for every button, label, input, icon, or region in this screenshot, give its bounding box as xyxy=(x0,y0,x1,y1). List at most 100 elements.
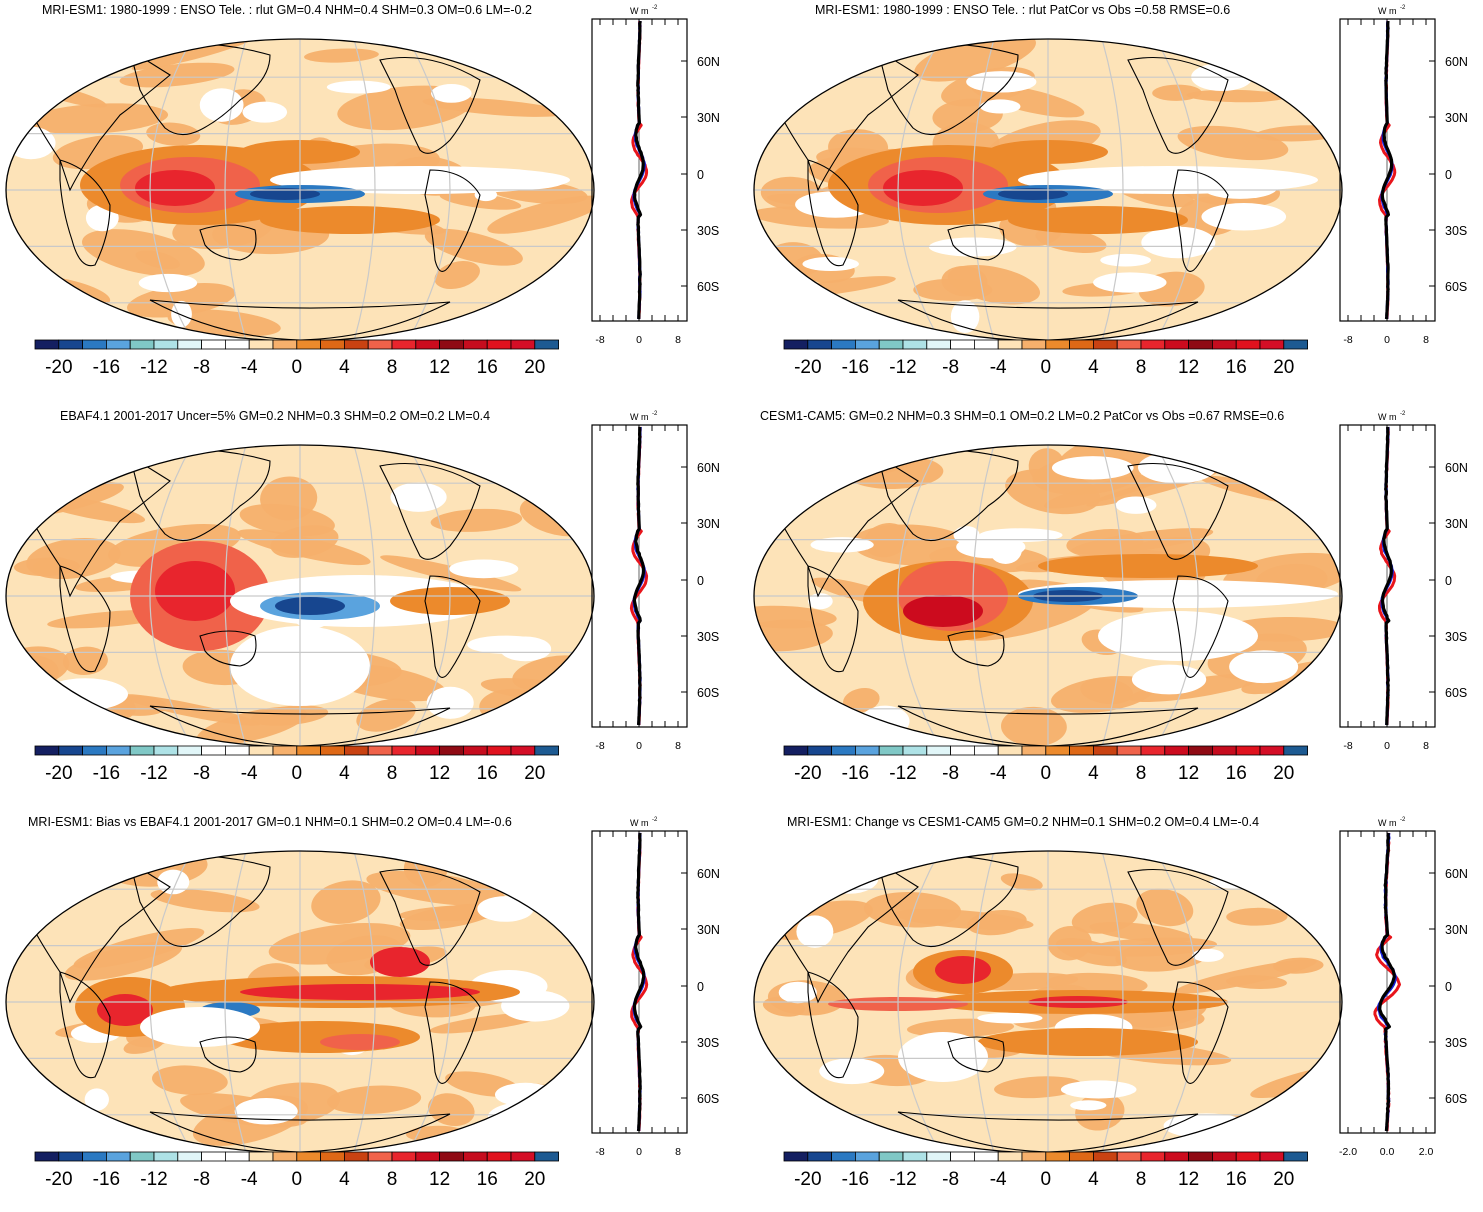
latitude-label: 60S xyxy=(697,1092,719,1106)
colorbar-swatch xyxy=(950,339,975,350)
latitude-label: 60S xyxy=(1445,280,1467,294)
colorbar-tick-label: -16 xyxy=(842,763,869,784)
colorbar-swatch xyxy=(878,339,904,350)
robinson-map xyxy=(5,444,595,748)
contour-patch xyxy=(439,192,522,210)
colorbar-tick-label: 20 xyxy=(1273,357,1294,378)
robinson-map xyxy=(753,850,1343,1154)
colorbar-swatch xyxy=(1045,1151,1071,1162)
profile-x-tick-label: 2.0 xyxy=(1419,1146,1434,1158)
profile-x-tick-label: 0 xyxy=(1384,740,1390,752)
colorbar-tick-label: 0 xyxy=(292,1169,303,1190)
colorbar-tick-label: 12 xyxy=(1178,763,1199,784)
colorbar-swatch xyxy=(1021,1151,1047,1162)
profile-x-tick-label: 0 xyxy=(636,740,642,752)
profile-x-tick-label: 8 xyxy=(1423,334,1429,346)
colorbar-tick-label: 16 xyxy=(1226,763,1247,784)
colorbar-swatch xyxy=(878,1151,904,1162)
colorbar-tick-label: -4 xyxy=(990,1169,1007,1190)
profile-x-tick-label: 8 xyxy=(1423,740,1429,752)
colorbar-swatch xyxy=(902,339,928,350)
latitude-label: 0 xyxy=(1445,980,1452,994)
contour-patch xyxy=(980,99,1021,114)
coastline xyxy=(1127,56,1229,154)
colorbar-swatch xyxy=(831,1151,856,1162)
contour-patch xyxy=(928,237,1017,257)
colorbar-tick-label: -12 xyxy=(140,357,167,378)
colorbar-tick-label: -20 xyxy=(45,763,72,784)
contour-patch xyxy=(434,261,480,290)
contour-patch xyxy=(977,1012,1043,1024)
contour-patch xyxy=(428,1093,475,1127)
colorbar-swatch xyxy=(997,1151,1023,1162)
contour-patch xyxy=(390,482,447,512)
colorbar-swatch xyxy=(831,745,856,756)
colorbar-swatch xyxy=(783,745,809,756)
contour-patch xyxy=(808,593,833,610)
contour-patch xyxy=(787,448,840,477)
contour-patch xyxy=(1163,1113,1250,1139)
colorbar-swatch xyxy=(1212,339,1237,350)
zonal-mean-profile: W m -2 -8 0 8 60N 30N 0 30S 60S xyxy=(591,817,720,1158)
panel-graphics: -20 -16 -12 -8 -4 0 4 8 12 16 20 W m -2 -8 0 8 60N 30N 0 30… xyxy=(753,5,1468,378)
anomaly-region xyxy=(270,166,570,194)
profile-curve-total xyxy=(632,426,646,726)
colorbar-swatch xyxy=(1164,1151,1190,1162)
colorbar-tick-label: 20 xyxy=(1273,1169,1294,1190)
contour-patch xyxy=(477,896,534,922)
coastline xyxy=(897,299,1199,341)
latitude-label: 30N xyxy=(697,517,720,531)
profile-unit-label: W m xyxy=(630,412,649,422)
colorbar-tick-label: 8 xyxy=(387,357,398,378)
colorbar-swatch xyxy=(974,1151,999,1162)
latitude-label: 0 xyxy=(1445,168,1452,182)
colorbar-tick-label: 12 xyxy=(1178,357,1199,378)
contour-patch xyxy=(1001,706,1067,747)
contour-patch xyxy=(467,635,545,654)
latitude-label: 30N xyxy=(1445,517,1468,531)
colorbar-swatch xyxy=(1283,339,1309,350)
colorbar-swatch xyxy=(534,339,559,350)
latitude-label: 30S xyxy=(1445,630,1467,644)
contour-patch xyxy=(1226,907,1288,926)
contour-patch xyxy=(796,915,834,948)
colorbar-tick-label: -12 xyxy=(889,1169,916,1190)
latitude-label: 0 xyxy=(697,980,704,994)
colorbar-swatch xyxy=(1212,745,1237,756)
anomaly-region xyxy=(370,947,430,977)
colorbar-swatch xyxy=(1188,339,1213,350)
latitude-label: 30S xyxy=(697,1036,719,1050)
colorbar-swatch xyxy=(1259,1151,1285,1162)
latitude-label: 0 xyxy=(697,168,704,182)
colorbar-tick-label: -8 xyxy=(942,763,959,784)
colorbar-tick-label: -12 xyxy=(889,763,916,784)
colorbar-tick-label: 20 xyxy=(1273,763,1294,784)
contour-patch xyxy=(1131,664,1207,695)
contour-patch xyxy=(426,686,474,719)
coastline xyxy=(1172,981,1229,1084)
contour-patch xyxy=(431,83,472,103)
anomaly-region xyxy=(135,170,215,206)
coastline xyxy=(877,449,1019,542)
colorbar-tick-label: -16 xyxy=(842,357,869,378)
latitude-label: 30N xyxy=(697,923,720,937)
profile-x-tick-label: 0 xyxy=(636,1146,642,1158)
panel-title: MRI-ESM1: 1980-1999 : ENSO Tele. : rlut … xyxy=(815,3,1231,17)
contour-patch xyxy=(430,508,523,532)
contour-patch xyxy=(422,97,566,117)
coastline xyxy=(379,56,481,154)
contour-patch xyxy=(967,909,1027,936)
latitude-label: 60S xyxy=(697,686,719,700)
coastline xyxy=(129,855,271,948)
robinson-map xyxy=(753,38,1343,342)
coastline xyxy=(1172,575,1229,678)
colorbar-swatch xyxy=(997,745,1023,756)
contour-patch xyxy=(1000,873,1043,891)
coastline xyxy=(947,224,1005,261)
anomaly-region xyxy=(275,597,345,615)
colorbar-swatch xyxy=(783,339,809,350)
profile-x-tick-label: -8 xyxy=(1343,740,1352,752)
coastline xyxy=(149,705,451,747)
contour-patch xyxy=(1115,496,1157,514)
profile-x-tick-label: -8 xyxy=(595,1146,604,1158)
